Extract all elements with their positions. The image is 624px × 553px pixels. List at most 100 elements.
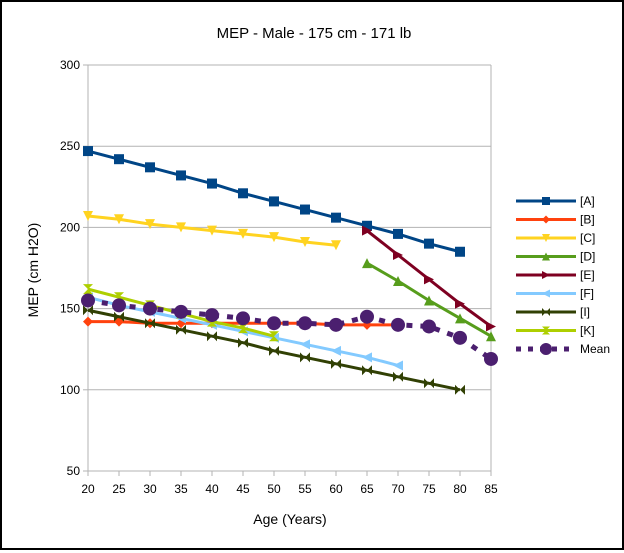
x-tick-label: 55 <box>298 482 312 496</box>
marker-circle <box>174 304 188 319</box>
marker-triangle-down <box>238 228 248 239</box>
marker-triangle-left <box>362 352 372 363</box>
marker-triangle-right <box>393 250 403 261</box>
y-tick-label: 200 <box>60 220 80 234</box>
marker-bowtie <box>145 318 155 329</box>
marker-bowtie <box>114 311 124 322</box>
marker-triangle-right <box>486 321 496 332</box>
marker-triangle-up <box>542 252 550 261</box>
marker-triangle-right <box>542 271 550 279</box>
marker-square <box>455 246 465 257</box>
marker-diamond <box>542 215 550 224</box>
marker-square <box>362 220 372 231</box>
marker-triangle-down <box>176 222 186 233</box>
marker-bowtie <box>269 345 279 356</box>
marker-circle <box>236 311 250 326</box>
gridlines <box>88 64 491 472</box>
marker-circle <box>267 316 281 331</box>
x-tick-label: 20 <box>81 482 95 496</box>
marker-triangle-down <box>83 211 93 222</box>
marker-triangle-left <box>542 289 550 298</box>
marker-bowtie <box>455 384 465 395</box>
marker-bowtie <box>176 324 186 335</box>
marker-triangle-down <box>542 234 550 242</box>
marker-hourglass <box>542 326 550 335</box>
marker-circle <box>540 343 552 355</box>
x-tick-label: 45 <box>236 482 250 496</box>
x-tick-label: 75 <box>422 482 436 496</box>
x-tick-labels: 20 25 30 35 40 45 50 55 60 65 70 75 80 85 <box>81 482 498 496</box>
marker-circle <box>298 316 312 331</box>
legend-label: [D] <box>580 250 595 264</box>
legend-label: [B] <box>580 213 595 227</box>
series-line <box>87 308 461 392</box>
legend-item: [E] <box>516 268 595 282</box>
y-tick-label: 150 <box>60 302 80 316</box>
x-tick-label: 25 <box>112 482 126 496</box>
marker-triangle-right <box>362 225 372 236</box>
marker-triangle-down <box>207 225 217 236</box>
y-axis-label: MEP (cm H2O) <box>25 223 41 318</box>
marker-triangle-right <box>424 274 434 285</box>
marker-circle <box>391 317 405 332</box>
marker-triangle-down <box>269 232 279 243</box>
series-d <box>362 258 496 342</box>
legend-item: [K] <box>516 324 595 338</box>
marker-triangle-right <box>455 298 465 309</box>
series-e <box>362 225 496 332</box>
marker-square <box>176 170 186 181</box>
marker-bowtie <box>362 365 372 376</box>
marker-bowtie <box>424 378 434 389</box>
marker-square <box>331 212 341 223</box>
marker-circle <box>360 309 374 324</box>
x-tick-label: 85 <box>484 482 498 496</box>
marker-triangle-up <box>424 295 434 306</box>
legend-label: [K] <box>580 324 595 338</box>
marker-diamond <box>83 316 93 327</box>
marker-hourglass <box>269 331 279 342</box>
marker-square <box>83 146 93 157</box>
marker-triangle-down <box>331 240 341 251</box>
marker-circle <box>143 301 157 316</box>
marker-bowtie <box>393 371 403 382</box>
marker-bowtie <box>238 337 248 348</box>
marker-circle <box>81 293 95 308</box>
marker-triangle-left <box>331 345 341 356</box>
legend-label: [C] <box>580 231 595 245</box>
marker-triangle-left <box>300 339 310 350</box>
x-tick-label: 80 <box>453 482 467 496</box>
x-tick-label: 40 <box>205 482 219 496</box>
legend-item: [F] <box>516 287 594 301</box>
marker-square <box>207 178 217 189</box>
legend-label: Mean <box>580 342 610 356</box>
marker-triangle-up <box>455 313 465 324</box>
legend-item: [D] <box>516 250 595 264</box>
marker-square <box>542 197 550 205</box>
marker-circle <box>205 308 219 323</box>
marker-circle <box>112 298 126 313</box>
marker-square <box>114 154 124 165</box>
marker-circle <box>484 351 498 366</box>
series-group <box>81 146 498 395</box>
x-tick-label: 50 <box>267 482 281 496</box>
legend-item: [I] <box>516 305 590 319</box>
series-c <box>83 211 341 251</box>
marker-square <box>145 162 155 173</box>
y-tick-label: 250 <box>60 139 80 153</box>
legend-label: [E] <box>580 268 595 282</box>
marker-bowtie <box>300 352 310 363</box>
marker-bowtie <box>83 305 93 316</box>
marker-triangle-down <box>114 214 124 225</box>
marker-bowtie <box>542 308 550 316</box>
marker-square <box>300 204 310 215</box>
marker-triangle-left <box>393 360 403 371</box>
y-tick-label: 50 <box>67 464 81 478</box>
x-tick-label: 70 <box>391 482 405 496</box>
legend-item: [A] <box>516 194 595 208</box>
legend-item: [C] <box>516 231 595 245</box>
marker-bowtie <box>331 358 341 369</box>
marker-triangle-up <box>486 331 496 342</box>
legend-item: Mean <box>516 342 610 356</box>
